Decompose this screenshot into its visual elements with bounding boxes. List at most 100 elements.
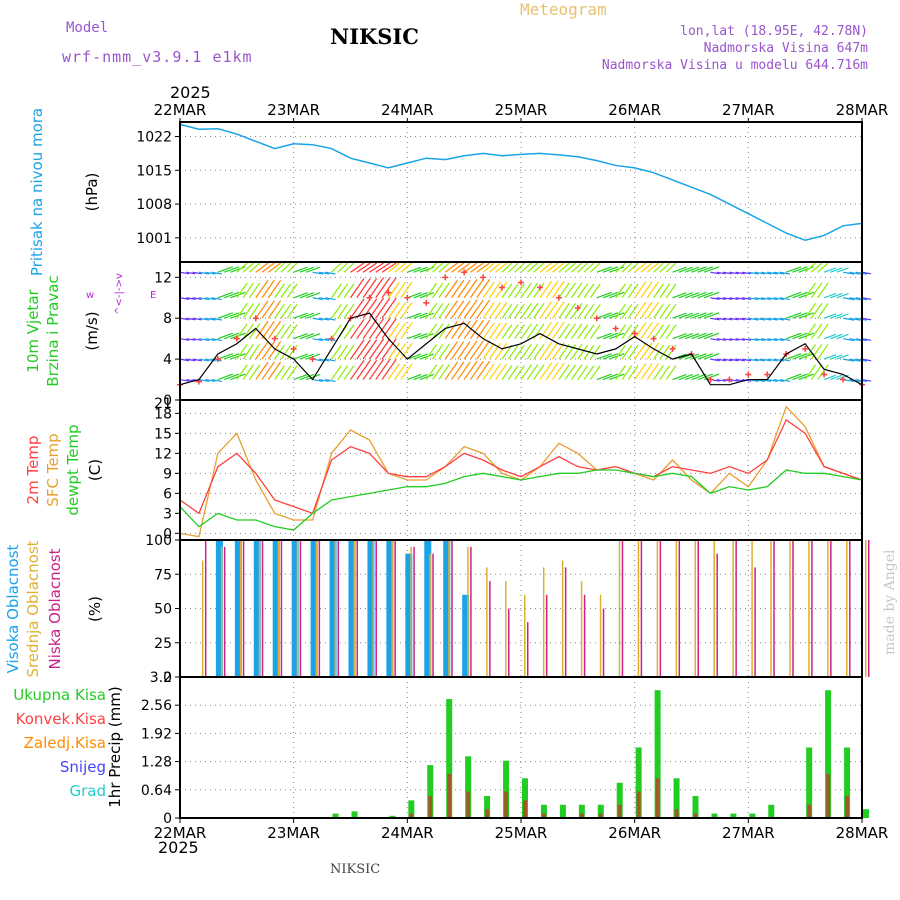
wind-arrow: [552, 301, 565, 319]
total-precip-bar: [427, 765, 434, 818]
wind-arrow: [564, 323, 577, 340]
wind-arrow: [609, 312, 625, 319]
wind-arrow: [609, 353, 625, 360]
wind-arrow: [413, 292, 428, 299]
wind-arrow: [432, 303, 444, 319]
wind-arrow: [286, 324, 298, 340]
wind-arrow: [596, 266, 612, 273]
wind-arrow: [476, 279, 491, 299]
wind-arrow: [306, 312, 321, 319]
wind-arrow: [482, 281, 495, 299]
wind-arrow: [640, 281, 653, 299]
wind-arrow: [236, 303, 248, 319]
wind-arrow: [520, 364, 532, 380]
conv-precip-bar: [693, 813, 698, 818]
wind-arrow: [703, 353, 720, 360]
wind-arrow: [786, 266, 802, 273]
wind-arrow: [748, 271, 759, 275]
cloud-bar: [789, 540, 791, 677]
wind-arrow: [337, 262, 349, 273]
wind-arrow: [312, 317, 323, 321]
total-precip-bar: [711, 813, 718, 818]
elevation-label: Nadmorska Visina 647m: [703, 41, 868, 56]
cloud-bar: [429, 553, 431, 677]
wind-arrow: [267, 320, 282, 340]
model-name: wrf-nmm_v3.9.1 e1km: [62, 48, 253, 66]
conv-precip-bar: [674, 809, 679, 818]
wind-arrow: [684, 266, 700, 273]
station-title: NIKSIC: [330, 24, 419, 49]
wind-arrow: [539, 362, 553, 380]
wind-arrow: [400, 302, 413, 319]
wind-arrow: [205, 297, 216, 301]
cloud-bar: [545, 594, 548, 677]
wind-arrow: [817, 343, 829, 360]
wind-arrow: [331, 365, 342, 380]
wind-arrow: [710, 338, 720, 341]
precip-legend-item: Grad: [69, 782, 106, 800]
temp-2m-line: [179, 419, 863, 515]
wind-arrow: [223, 291, 240, 299]
cloud-tick-label: 50: [154, 602, 172, 618]
gust-marker: [631, 330, 638, 337]
conv-precip-bar: [617, 804, 622, 818]
wind-arrow: [507, 344, 519, 360]
wind-arrow: [337, 303, 349, 319]
wind-arrow: [413, 333, 428, 340]
cloud-bar: [470, 546, 472, 677]
x-tick-label-bottom: 22MAR: [154, 824, 207, 842]
wind-arrow: [684, 292, 700, 299]
wind-arrow: [394, 281, 407, 299]
cloud-bar: [792, 540, 794, 677]
total-precip-bar: [351, 811, 358, 818]
wind-arrow: [362, 318, 378, 340]
wind-arrow: [217, 291, 234, 299]
wind-arrow: [407, 353, 422, 360]
wind-arrow: [602, 373, 619, 381]
pressure-tick-label: 1022: [136, 129, 172, 145]
wind-arrow: [205, 338, 216, 342]
cloud-bar: [280, 540, 283, 677]
wind-arrow: [646, 322, 660, 340]
gust-marker: [214, 356, 221, 363]
wind-arrow: [621, 324, 633, 340]
wind-arrow: [741, 317, 752, 321]
wind-arrow: [773, 297, 784, 301]
wind-arrow: [823, 374, 837, 381]
wind-arrow: [198, 378, 210, 382]
wind-arrow: [444, 262, 458, 273]
cloud-bar: [770, 540, 772, 677]
cloud-bar: [618, 540, 621, 677]
wind-arrow: [293, 333, 308, 340]
wind-arrow: [375, 277, 391, 299]
wind-arrow: [350, 359, 365, 380]
precip-legend-item: Konvek.Kisa: [16, 710, 106, 728]
wind-arrow: [640, 301, 653, 319]
wind-arrow: [583, 324, 595, 340]
cloud-bar: [675, 540, 678, 677]
wind-arrow: [526, 323, 539, 340]
cloud-bar: [215, 540, 223, 677]
wind-arrow: [261, 320, 275, 340]
wind-arrow: [798, 373, 814, 381]
meteogram-label: Meteogram: [520, 0, 607, 19]
wind-arrow: [223, 332, 240, 340]
wind-arrow: [211, 317, 222, 321]
wind-arrow: [299, 353, 315, 360]
wind-arrow: [312, 338, 323, 342]
wind-arrow: [672, 333, 687, 340]
wind-arrow: [387, 302, 400, 319]
wind-arrow: [267, 341, 282, 360]
wind-arrow: [710, 358, 720, 362]
wind-arrow: [356, 298, 371, 319]
credit-label: made by Angel: [882, 549, 898, 656]
x-tick-label-top: 26MAR: [608, 101, 661, 119]
cloud-bar: [640, 540, 643, 677]
wind-arrow: [331, 283, 342, 299]
wind-arrow: [223, 312, 240, 319]
wind-arrow: [691, 291, 707, 299]
wind-arrow: [627, 303, 639, 319]
wind-arrow: [767, 271, 778, 275]
wind-arrow: [375, 297, 391, 319]
wind-arrow: [192, 358, 202, 362]
